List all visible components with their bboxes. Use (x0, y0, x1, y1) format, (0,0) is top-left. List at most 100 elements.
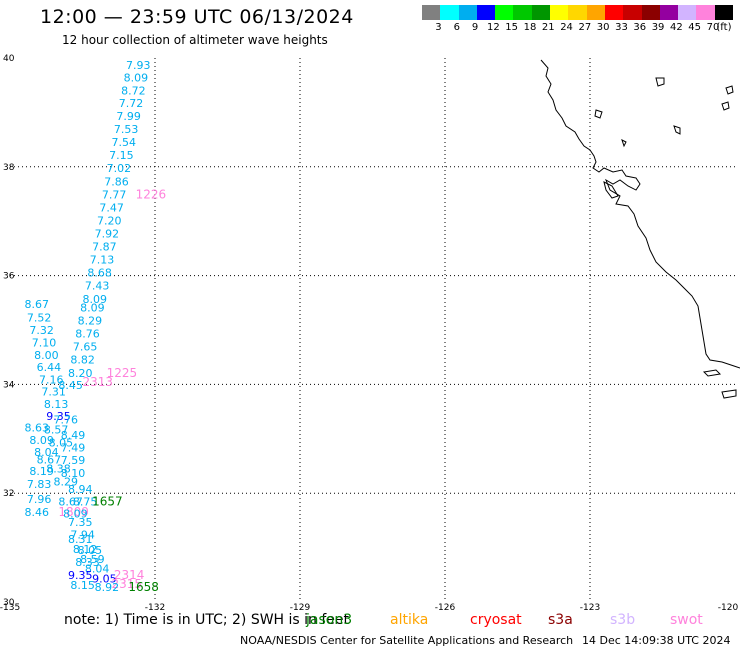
wave-height-label: 9.35 (46, 410, 71, 423)
legend-swatch (586, 5, 605, 20)
wave-height-label: 8.67 (25, 298, 50, 311)
california-coastline (540, 59, 740, 369)
legend-swatch (659, 5, 679, 20)
wave-height-label: 7.59 (61, 454, 86, 467)
wave-height-label: 7.96 (27, 493, 51, 506)
latitude-tick-label: 40 (3, 54, 15, 64)
legend-swatch (623, 5, 642, 20)
wave-height-label: 8.72 (121, 84, 145, 97)
wave-height-label: 8.38 (46, 463, 71, 476)
legend-label: 6 (453, 22, 460, 33)
map-subtitle: 12 hour collection of altimeter wave hei… (62, 33, 328, 47)
legend-swatch (604, 5, 624, 20)
coastline (540, 59, 740, 399)
sf-bay (603, 181, 619, 199)
wave-height-label: 7.94 (70, 528, 95, 541)
pass-time-label: 2315 (112, 577, 143, 591)
legend-swatch (696, 5, 715, 20)
wave-height-label: 8.59 (80, 553, 105, 566)
wave-height-label: 8.19 (29, 465, 54, 478)
longitude-tick-label: -132 (145, 603, 165, 613)
legend-label: 45 (688, 22, 702, 33)
wave-height-label: 7.10 (32, 336, 57, 349)
wave-height-label: 8.57 (44, 423, 68, 436)
wave-height-label: 7.86 (104, 175, 129, 188)
wave-height-label: 7.76 (54, 414, 79, 427)
wave-height-label: 8.09 (63, 508, 88, 521)
wave-height-label: 7.92 (95, 228, 120, 241)
wave-height-label: 8.45 (58, 379, 82, 392)
wave-height-label: 8.67 (58, 496, 82, 509)
legend-label: 42 (669, 22, 683, 33)
channel-island-2 (721, 389, 737, 399)
lake-1 (655, 77, 665, 87)
wave-height-label: 7.77 (102, 188, 127, 201)
legend-label: (ft) (716, 22, 732, 33)
legend-label: 15 (505, 22, 519, 33)
pass-time-label: 1657 (92, 495, 123, 509)
wave-height-label: 8.29 (54, 476, 79, 489)
wave-height-label: 7.35 (68, 516, 93, 529)
latitude-tick-label: 36 (3, 272, 15, 282)
wave-height-label: 7.72 (119, 97, 144, 110)
lake-2 (594, 109, 603, 119)
legend-label: 21 (541, 22, 555, 33)
wave-height-label: 8.04 (34, 446, 59, 459)
wave-height-label: 7.53 (114, 123, 138, 136)
pass-time-label: 1809 (58, 505, 89, 519)
legend-swatch (531, 5, 551, 20)
axis-tick-labels: -135 -132 -129 -126 -123 -120 40 38 36 34 32 30 (0, 54, 738, 613)
legend-label: 70 (706, 22, 720, 33)
legend-label: 24 (560, 22, 573, 33)
wave-height-label: 7.52 (27, 311, 51, 324)
legend-swatch (476, 5, 496, 20)
footnote: note: 1) Time is in UTC; 2) SWH is in fe… (64, 612, 350, 628)
legend-swatch (513, 5, 532, 20)
longitude-tick-label: -126 (435, 603, 456, 613)
mission-s3a: s3a (548, 612, 573, 628)
legend-swatch (641, 5, 660, 20)
wave-height-label: 8.12 (73, 543, 98, 556)
wave-height-label: 8.20 (68, 367, 93, 380)
legend-label: 33 (615, 22, 628, 33)
lake-5 (721, 101, 730, 111)
legend-swatch (422, 5, 441, 20)
latitude-tick-label: 30 (3, 598, 15, 608)
wave-height-label: 8.67 (37, 453, 62, 466)
wave-height-label: 8.75 (73, 496, 98, 509)
wave-height-label: 7.31 (41, 385, 66, 398)
latitude-tick-label: 38 (3, 163, 15, 173)
lake-tahoe (673, 125, 681, 135)
legend-label: 39 (651, 22, 665, 33)
legend-label: 9 (471, 22, 479, 33)
credit-text: NOAA/NESDIS Center for Satellite Applica… (240, 634, 574, 647)
map-title: 12:00 — 23:59 UTC 06/13/2024 (40, 6, 354, 28)
wave-height-label: 8.04 (85, 563, 110, 576)
wave-height-label: 7.54 (112, 136, 137, 149)
wave-height-label: 7.93 (126, 59, 151, 72)
legend-swatch (550, 5, 569, 20)
legend-label: 30 (596, 22, 610, 33)
wave-height-label: 8.82 (70, 354, 95, 367)
wave-height-label: 6.44 (37, 361, 62, 374)
wave-height-label: 7.13 (90, 254, 115, 267)
lake-4 (725, 85, 734, 95)
wave-height-label: 8.09 (80, 302, 105, 315)
legend-swatch (568, 5, 587, 20)
pass-time-label: 2313 (83, 375, 114, 389)
legend-label: 36 (633, 22, 647, 33)
pass-time-label: 2314 (114, 568, 145, 582)
wave-height-label: 8.09 (83, 293, 108, 306)
wave-height-label: 8.46 (25, 506, 50, 519)
wave-height-label: 8.29 (78, 315, 103, 328)
wave-height-label: 7.47 (99, 201, 124, 214)
pass-time-label: 1226 (136, 187, 167, 201)
wave-height-label: 8.09 (29, 434, 54, 447)
wave-height-label: 8.15 (70, 579, 95, 592)
wave-height-label: 7.16 (39, 373, 64, 386)
mission-s3b: s3b (610, 612, 636, 628)
wave-height-label: 8.31 (68, 533, 93, 546)
lat-lon-grid (10, 58, 735, 602)
mission-cryosat: cryosat (470, 612, 522, 628)
